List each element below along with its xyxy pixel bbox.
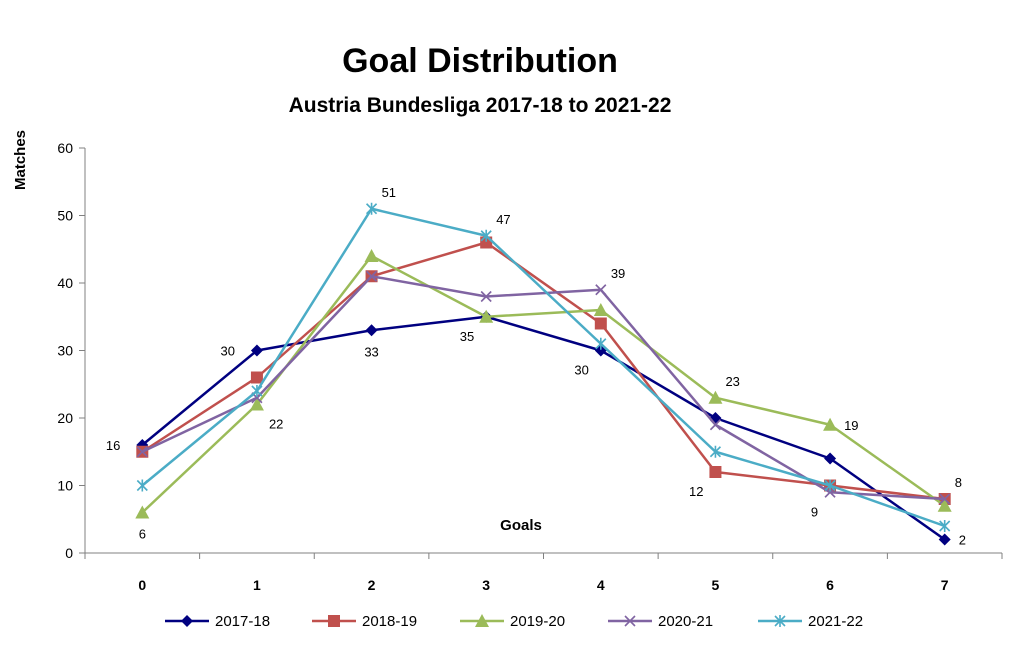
- x-axis-title: Goals: [500, 517, 542, 534]
- y-tick-label: 40: [57, 275, 73, 291]
- x-tick-label: 6: [826, 577, 834, 593]
- data-label: 9: [811, 504, 818, 519]
- y-tick-label: 10: [57, 478, 73, 494]
- data-point: [595, 318, 607, 330]
- series-line: [142, 243, 944, 500]
- data-point: [137, 480, 147, 492]
- y-tick-label: 20: [57, 410, 73, 426]
- series-line: [142, 317, 944, 540]
- legend-item-2021-22: 2021-22: [758, 613, 863, 630]
- data-label: 19: [844, 418, 858, 433]
- data-label: 2: [959, 533, 966, 548]
- series-2021-22: [137, 203, 949, 532]
- data-label: 33: [364, 344, 378, 359]
- x-tick-label: 7: [941, 577, 949, 593]
- data-label: 51: [382, 185, 396, 200]
- data-point: [366, 324, 378, 336]
- legend-label: 2019-20: [510, 613, 565, 630]
- x-tick-label: 4: [597, 577, 605, 593]
- y-tick-label: 60: [57, 140, 73, 156]
- data-label: 39: [611, 266, 625, 281]
- data-label: 23: [725, 374, 739, 389]
- chart-subtitle: Austria Bundesliga 2017-18 to 2021-22: [289, 94, 672, 117]
- chart-title: Goal Distribution: [342, 42, 618, 80]
- data-point: [252, 385, 262, 397]
- data-label: 12: [689, 484, 703, 499]
- y-tick-label: 30: [57, 343, 73, 359]
- legend-item-2019-20: 2019-20: [460, 613, 565, 630]
- data-point: [251, 372, 263, 384]
- data-point: [709, 466, 721, 478]
- data-label: 47: [496, 212, 510, 227]
- y-tick-label: 0: [65, 545, 73, 561]
- data-label: 30: [220, 344, 234, 359]
- data-label: 30: [574, 363, 588, 378]
- legend-label: 2021-22: [808, 613, 863, 630]
- legend-label: 2017-18: [215, 613, 270, 630]
- series-2018-19: [136, 237, 950, 506]
- x-tick-label: 0: [138, 577, 146, 593]
- legend: 2017-18 2018-19 2019-20 2020-21 2021-22: [165, 613, 863, 630]
- legend-label: 2018-19: [362, 613, 417, 630]
- x-tick-label: 1: [253, 577, 261, 593]
- legend-item-2020-21: 2020-21: [608, 613, 713, 630]
- x-tick-label: 3: [482, 577, 490, 593]
- series-line: [142, 209, 944, 526]
- legend-item-2017-18: 2017-18: [165, 613, 270, 630]
- legend-marker: [181, 615, 193, 627]
- series-line: [142, 256, 944, 513]
- data-label: 22: [269, 417, 283, 432]
- series-layer: [135, 203, 951, 546]
- legend-item-2018-19: 2018-19: [312, 613, 417, 630]
- x-tick-label: 2: [368, 577, 376, 593]
- legend-marker: [328, 615, 340, 627]
- data-label: 8: [955, 475, 962, 490]
- series-line: [142, 276, 944, 499]
- data-label: 35: [460, 329, 474, 344]
- x-tick-label: 5: [712, 577, 720, 593]
- y-tick-label: 50: [57, 208, 73, 224]
- data-label: 16: [106, 438, 120, 453]
- data-point: [365, 249, 379, 262]
- y-axis-title: Matches: [12, 130, 29, 190]
- data-label: 6: [139, 527, 146, 542]
- legend-label: 2020-21: [658, 613, 713, 630]
- data-point: [596, 338, 606, 350]
